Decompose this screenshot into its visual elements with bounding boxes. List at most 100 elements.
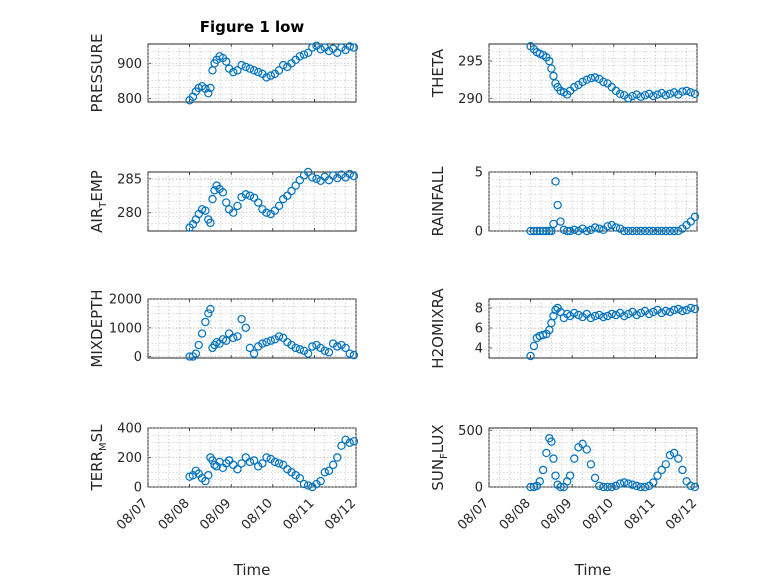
data-point: [270, 206, 280, 215]
data-point: [241, 453, 250, 462]
data-point: [270, 457, 280, 467]
data-point: [312, 174, 321, 183]
data-point: [287, 340, 296, 350]
data-point: [665, 307, 675, 317]
data-point: [349, 43, 359, 52]
data-point: [270, 335, 280, 344]
data-point: [678, 465, 687, 475]
data-point: [262, 337, 271, 347]
y-tick-label: 2000: [109, 293, 142, 308]
y-tick-label: 8: [475, 302, 483, 317]
y-tick-label: 6: [475, 322, 483, 337]
data-point: [657, 88, 666, 98]
data-point: [349, 437, 359, 446]
data-point: [201, 206, 210, 215]
data-point: [547, 437, 556, 446]
data-point: [574, 310, 583, 320]
data-point: [578, 77, 587, 87]
data-point: [324, 348, 334, 357]
data-point: [316, 343, 325, 353]
y-tick-label: 5: [475, 166, 483, 181]
axes-air_temp: 280 285 AIRTEMP: [88, 167, 359, 233]
data-point: [320, 346, 329, 356]
data-point: [274, 332, 284, 341]
data-point: [316, 45, 325, 54]
data-point: [279, 333, 288, 343]
data-point: [549, 311, 558, 321]
data-point: [674, 226, 683, 236]
data-point: [649, 226, 658, 236]
data-point: [291, 181, 300, 190]
data-point: [328, 44, 338, 53]
y-tick-label: 1000: [109, 321, 142, 336]
data-point: [586, 225, 596, 235]
data-point: [237, 459, 246, 468]
data-point: [303, 167, 313, 177]
data-point: [262, 73, 271, 82]
data-point: [233, 66, 242, 75]
data-point: [607, 220, 616, 230]
data-point: [245, 64, 255, 73]
data-point: [303, 481, 313, 490]
data-point: [208, 194, 217, 204]
data-point: [661, 460, 671, 469]
data-point: [245, 457, 255, 467]
data-point: [556, 217, 565, 226]
data-point: [632, 90, 641, 99]
y-tick-label: 400: [117, 422, 142, 437]
data-point: [237, 192, 246, 202]
y-axis-label: RAINFALL: [429, 166, 447, 237]
data-point: [529, 226, 539, 236]
data-point: [328, 171, 338, 180]
data-point: [224, 456, 234, 465]
data-point: [607, 482, 616, 492]
data-point: [636, 226, 646, 236]
data-point: [345, 438, 354, 447]
data-point: [295, 473, 305, 483]
data-point: [295, 175, 305, 185]
data-point: [341, 343, 350, 353]
data-point: [241, 190, 250, 199]
data-point: [547, 64, 556, 73]
y-tick-label: 0: [134, 350, 142, 365]
x-tick-label: 08/12: [322, 496, 359, 533]
data-point: [649, 91, 658, 101]
data-point: [279, 60, 288, 70]
data-point: [349, 171, 359, 181]
x-tick-label: 08/10: [239, 496, 276, 533]
data-point: [337, 340, 346, 350]
data-point: [237, 60, 246, 70]
data-point: [191, 349, 201, 358]
data-point: [279, 460, 288, 470]
data-point: [526, 226, 535, 236]
data-point: [218, 188, 228, 197]
data-point: [345, 169, 354, 179]
data-point: [201, 317, 210, 327]
data-point: [590, 223, 600, 232]
x-tick-label: 08/12: [663, 496, 700, 533]
data-point: [599, 77, 608, 87]
data-point: [686, 88, 695, 97]
x-axis-label: Time: [574, 561, 612, 579]
data-point: [551, 471, 560, 480]
data-point: [538, 330, 548, 340]
data-point: [299, 479, 309, 489]
data-point: [188, 352, 198, 361]
data-point: [653, 471, 662, 480]
data-point: [287, 186, 296, 196]
data-point: [299, 50, 309, 59]
data-point: [657, 465, 666, 475]
y-tick-label: 290: [458, 92, 483, 107]
data-point: [653, 226, 662, 236]
data-point: [529, 341, 539, 351]
data-point: [636, 92, 646, 101]
data-point: [586, 74, 596, 83]
data-point: [206, 83, 215, 93]
data-point: [542, 226, 551, 236]
data-point: [686, 217, 695, 226]
data-point: [204, 471, 213, 480]
data-point: [661, 226, 671, 236]
data-point: [283, 337, 292, 347]
data-point: [603, 482, 612, 492]
